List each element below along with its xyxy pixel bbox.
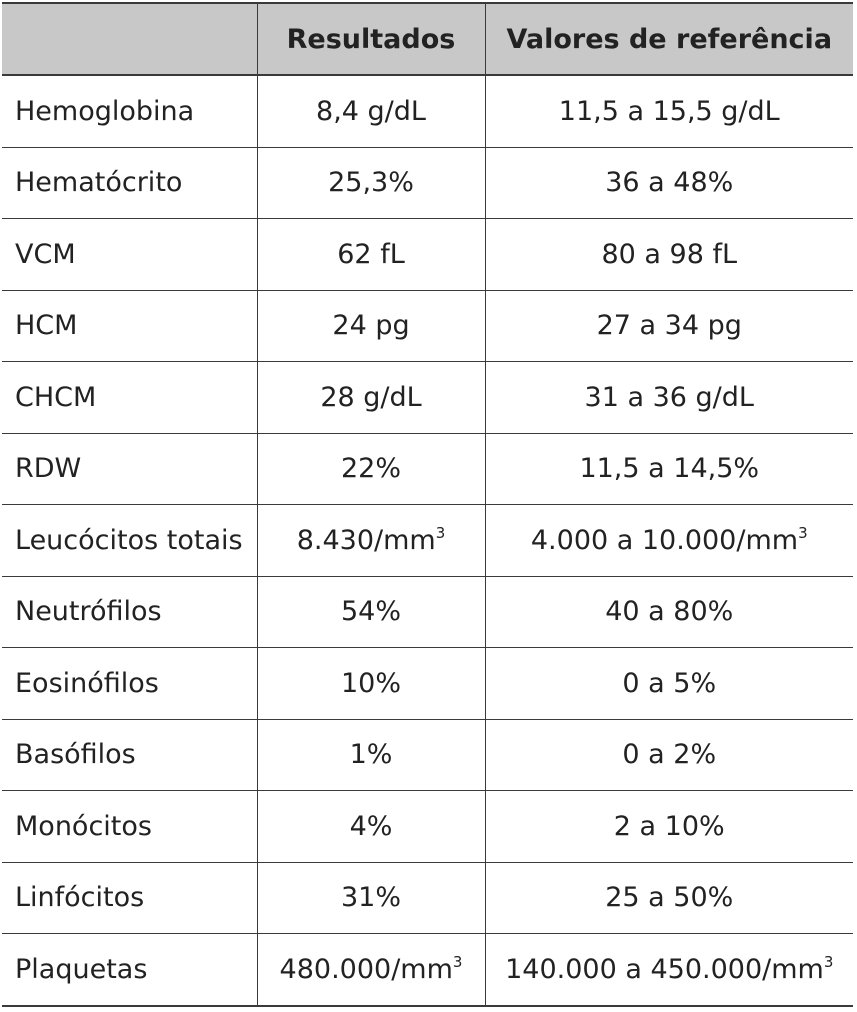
- result-value: 24 pg: [256, 289, 485, 362]
- test-name: CHCM: [2, 361, 257, 434]
- reference-value: 0 a 2%: [484, 718, 853, 791]
- header-row: Resultados Valores de referência: [2, 2, 853, 76]
- table-row: Hemoglobina 8,4 g/dL 11,5 a 15,5 g/dL: [2, 74, 853, 148]
- reference-value: 40 a 80%: [484, 575, 853, 648]
- reference-value: 140.000 a 450.000/mm3: [484, 933, 853, 1007]
- table-body: Hemoglobina 8,4 g/dL 11,5 a 15,5 g/dL He…: [2, 74, 853, 1007]
- reference-value: 80 a 98 fL: [484, 218, 853, 291]
- reference-text: 11,5 a 15,5 g/dL: [558, 95, 780, 127]
- result-value: 10%: [256, 647, 485, 720]
- result-value: 62 fL: [256, 218, 485, 291]
- result-value: 8,4 g/dL: [256, 74, 485, 148]
- result-value: 25,3%: [256, 146, 485, 219]
- test-name: Neutrófilos: [2, 575, 257, 648]
- reference-value: 36 a 48%: [484, 146, 853, 219]
- result-unit-superscript: 3: [435, 523, 446, 542]
- table-row: VCM 62 fL 80 a 98 fL: [2, 218, 853, 291]
- test-name: Monócitos: [2, 790, 257, 863]
- result-text: 8.430/mm: [296, 524, 436, 556]
- test-name: Plaquetas: [2, 933, 257, 1007]
- test-name: Hematócrito: [2, 146, 257, 219]
- reference-value: 25 a 50%: [484, 861, 853, 934]
- reference-value: 27 a 34 pg: [484, 289, 853, 362]
- reference-unit-superscript: 3: [798, 523, 808, 542]
- test-name: RDW: [2, 432, 257, 505]
- table-row: Leucócitos totais 8.430/mm3 4.000 a 10.0…: [2, 504, 853, 577]
- header-test-name: [2, 2, 257, 76]
- reference-value: 31 a 36 g/dL: [484, 361, 853, 434]
- reference-text: 31 a 36 g/dL: [584, 381, 754, 413]
- table-row: Hematócrito 25,3% 36 a 48%: [2, 146, 853, 219]
- result-text: 62 fL: [337, 238, 405, 270]
- reference-value: 11,5 a 14,5%: [484, 432, 853, 505]
- result-text: 25,3%: [328, 167, 414, 199]
- test-name: Eosinófilos: [2, 647, 257, 720]
- reference-text: 4.000 a 10.000/mm: [530, 524, 799, 556]
- result-unit-superscript: 3: [452, 952, 463, 971]
- header-results: Resultados: [256, 2, 485, 76]
- result-value: 8.430/mm3: [256, 504, 485, 577]
- result-value: 28 g/dL: [256, 361, 485, 434]
- table-row: Plaquetas 480.000/mm3 140.000 a 450.000/…: [2, 933, 853, 1007]
- test-name: Leucócitos totais: [2, 504, 257, 577]
- result-value: 4%: [256, 790, 485, 863]
- result-text: 22%: [340, 453, 401, 485]
- reference-value: 0 a 5%: [484, 647, 853, 720]
- reference-unit-superscript: 3: [823, 952, 834, 971]
- table-row: Monócitos 4% 2 a 10%: [2, 790, 853, 863]
- reference-text: 140.000 a 450.000/mm: [505, 953, 824, 985]
- table-row: CHCM 28 g/dL 31 a 36 g/dL: [2, 361, 853, 434]
- reference-value: 11,5 a 15,5 g/dL: [484, 74, 853, 148]
- result-text: 8,4 g/dL: [316, 95, 426, 127]
- result-value: 54%: [256, 575, 485, 648]
- table-header: Resultados Valores de referência: [2, 2, 853, 76]
- result-text: 480.000/mm: [279, 953, 453, 985]
- reference-text: 25 a 50%: [605, 882, 734, 914]
- result-text: 10%: [340, 667, 401, 699]
- header-reference-values: Valores de referência: [484, 2, 853, 76]
- reference-text: 11,5 a 14,5%: [579, 453, 760, 485]
- test-name: Linfócitos: [2, 861, 257, 934]
- result-text: 54%: [340, 596, 401, 628]
- reference-text: 40 a 80%: [605, 596, 734, 628]
- table-row: Linfócitos 31% 25 a 50%: [2, 861, 853, 934]
- table-row: HCM 24 pg 27 a 34 pg: [2, 289, 853, 362]
- reference-text: 2 a 10%: [613, 810, 725, 842]
- result-value: 22%: [256, 432, 485, 505]
- test-name: Hemoglobina: [2, 74, 257, 148]
- result-text: 31%: [340, 882, 401, 914]
- test-name: HCM: [2, 289, 257, 362]
- table-row: Neutrófilos 54% 40 a 80%: [2, 575, 853, 648]
- table-row: Eosinófilos 10% 0 a 5%: [2, 647, 853, 720]
- result-value: 1%: [256, 718, 485, 791]
- reference-text: 80 a 98 fL: [601, 238, 738, 270]
- result-text: 24 pg: [332, 310, 410, 342]
- test-name: Basófilos: [2, 718, 257, 791]
- reference-text: 27 a 34 pg: [596, 310, 742, 342]
- reference-value: 2 a 10%: [484, 790, 853, 863]
- table-row: RDW 22% 11,5 a 14,5%: [2, 432, 853, 505]
- reference-text: 0 a 2%: [622, 739, 717, 771]
- reference-text: 36 a 48%: [605, 167, 734, 199]
- result-text: 1%: [349, 739, 393, 771]
- result-value: 480.000/mm3: [256, 933, 485, 1007]
- test-name: VCM: [2, 218, 257, 291]
- reference-value: 4.000 a 10.000/mm3: [484, 504, 853, 577]
- result-text: 28 g/dL: [320, 381, 422, 413]
- table-row: Basófilos 1% 0 a 2%: [2, 718, 853, 791]
- result-value: 31%: [256, 861, 485, 934]
- reference-text: 0 a 5%: [622, 667, 717, 699]
- result-text: 4%: [349, 810, 393, 842]
